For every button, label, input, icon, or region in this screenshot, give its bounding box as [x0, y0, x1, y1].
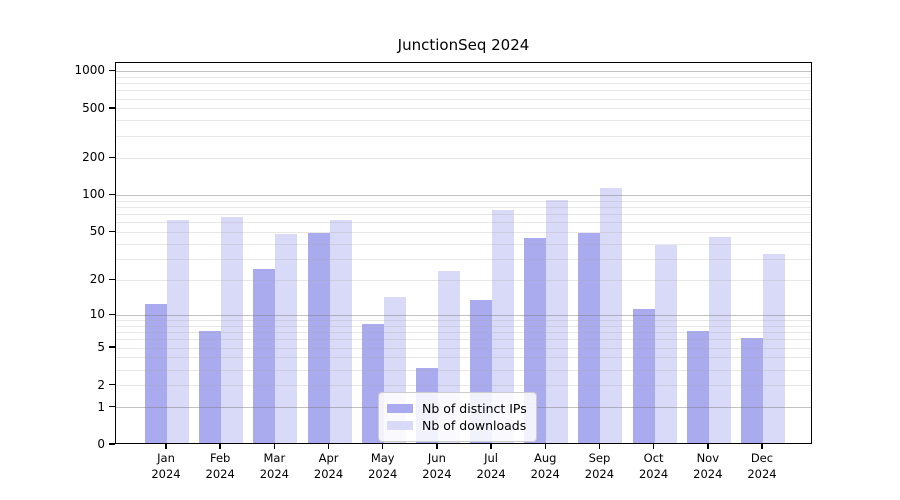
bar-jan-distinct-ips	[145, 304, 167, 443]
y-tick-mark-1000	[109, 69, 115, 72]
x-tick-label-apr: Apr 2024	[313, 451, 344, 481]
bar-dec-distinct-ips	[740, 337, 763, 443]
x-tick-label-feb: Feb 2024	[205, 451, 235, 481]
bar-aug-downloads	[546, 200, 569, 443]
x-tick-label-sep: Sep 2024	[584, 451, 615, 481]
legend-label-distinct-ips: Nb of distinct IPs	[422, 401, 527, 416]
y-tick-label-0: 0	[97, 437, 105, 451]
bar-nov-downloads	[708, 237, 731, 443]
x-tick-label-mar: Mar 2024	[259, 451, 289, 481]
legend: Nb of distinct IPs Nb of downloads	[378, 392, 537, 442]
x-tick-mark-oct	[652, 444, 655, 449]
y-tick-mark-10	[109, 313, 115, 316]
x-tick-label-dec: Dec 2024	[747, 451, 777, 481]
x-tick-label-aug: Aug 2024	[530, 451, 560, 481]
x-tick-mark-jun	[436, 444, 438, 449]
bar-mar-distinct-ips	[253, 268, 276, 443]
bar-dec-downloads	[762, 253, 785, 443]
bar-oct-distinct-ips	[632, 308, 655, 443]
y-tick-label-1000: 1000	[74, 63, 105, 78]
y-tick-mark-50	[109, 230, 115, 233]
x-tick-mark-apr	[327, 444, 330, 449]
x-tick-mark-may	[381, 444, 384, 449]
legend-item-distinct-ips: Nb of distinct IPs	[387, 401, 527, 416]
y-tick-label-200: 200	[82, 150, 105, 165]
y-tick-mark-500	[109, 107, 115, 109]
x-tick-mark-dec	[761, 444, 763, 449]
x-tick-mark-sep	[598, 444, 601, 449]
y-tick-label-1: 1	[97, 399, 105, 414]
y-tick-label-5: 5	[97, 340, 105, 355]
bar-mar-downloads	[275, 233, 298, 443]
x-tick-mark-mar	[273, 444, 276, 449]
bar-feb-distinct-ips	[199, 330, 222, 443]
x-tick-mark-aug	[544, 444, 546, 449]
x-tick-mark-nov	[707, 444, 709, 449]
legend-item-downloads: Nb of downloads	[387, 418, 527, 433]
chart-title: JunctionSeq 2024	[397, 36, 530, 54]
x-tick-mark-jul	[490, 444, 492, 449]
y-tick-label-20: 20	[89, 272, 105, 287]
x-tick-label-jul: Jul 2024	[476, 451, 506, 481]
bar-aug-distinct-ips	[524, 238, 547, 443]
y-tick-label-10: 10	[89, 307, 105, 322]
bar-feb-downloads	[221, 217, 244, 443]
y-tick-mark-1	[109, 405, 115, 408]
x-tick-label-oct: Oct 2024	[638, 451, 669, 481]
bar-sep-downloads	[600, 187, 623, 443]
y-tick-label-500: 500	[82, 100, 105, 115]
bar-nov-distinct-ips	[686, 330, 709, 443]
y-tick-mark-2	[109, 383, 115, 386]
y-tick-mark-200	[109, 156, 115, 159]
y-tick-label-50: 50	[89, 224, 105, 239]
x-tick-label-nov: Nov 2024	[693, 451, 723, 481]
x-tick-label-may: May 2024	[368, 451, 398, 481]
legend-swatch-downloads	[387, 421, 413, 430]
bar-apr-distinct-ips	[307, 232, 330, 443]
legend-swatch-distinct-ips	[387, 404, 413, 413]
y-tick-mark-20	[109, 278, 115, 281]
y-tick-mark-100	[109, 193, 115, 196]
y-tick-label-2: 2	[97, 377, 105, 392]
bars-layer	[116, 63, 811, 443]
bar-sep-distinct-ips	[578, 232, 601, 443]
x-tick-label-jan: Jan 2024	[151, 451, 181, 481]
x-tick-mark-jan	[165, 444, 167, 449]
y-tick-label-100: 100	[82, 187, 105, 202]
bar-apr-downloads	[329, 219, 352, 443]
bar-jul-downloads	[492, 210, 515, 443]
x-tick-mark-feb	[219, 444, 221, 449]
bar-oct-downloads	[654, 244, 677, 443]
bar-jan-downloads	[167, 219, 189, 443]
y-tick-mark-0	[109, 443, 115, 445]
x-tick-label-jun: Jun 2024	[422, 451, 452, 481]
legend-label-downloads: Nb of downloads	[422, 418, 527, 433]
y-tick-mark-5	[109, 346, 115, 348]
plot-area	[115, 62, 812, 444]
